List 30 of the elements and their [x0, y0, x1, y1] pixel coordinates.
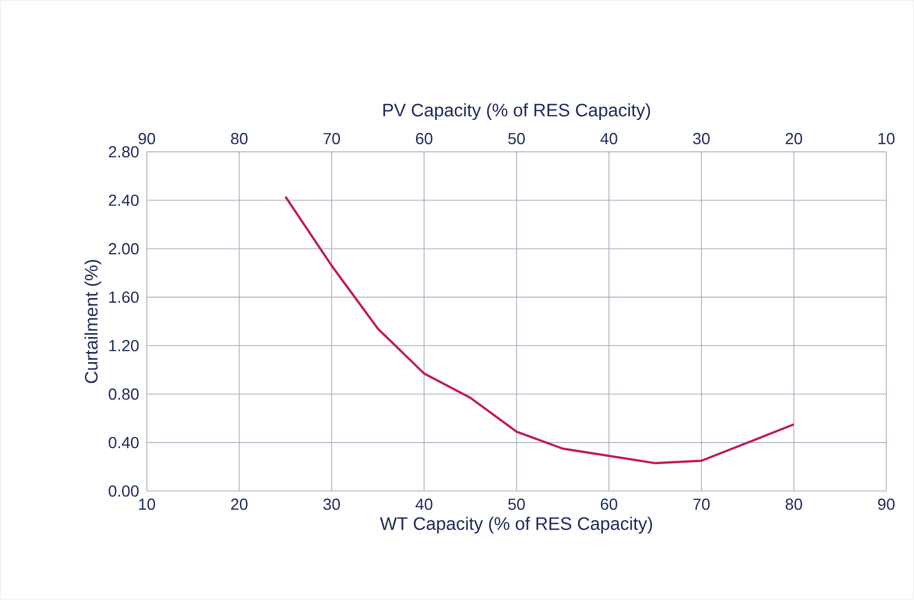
x-tick-label: 40: [416, 498, 432, 510]
y-tick-label: 2.00: [108, 243, 139, 254]
y-tick-label: 1.20: [109, 340, 139, 352]
x2-tick-label: 70: [324, 133, 340, 144]
x-tick-label: 80: [786, 498, 802, 510]
x2-tick-label: 80: [231, 133, 248, 144]
x-tick-label: 50: [508, 498, 525, 510]
y-tick-label: 0.00: [108, 485, 139, 497]
x-tick-label: 10: [139, 498, 156, 510]
x2-tick-label: 50: [508, 133, 525, 144]
x-tick-label: 20: [231, 498, 248, 510]
x2-tick-label: 60: [416, 133, 432, 144]
x2-tick-label: 90: [138, 133, 156, 144]
x-tick-label: 70: [693, 498, 710, 510]
x2-tick-label: 30: [693, 133, 710, 144]
x-tick-label: 60: [600, 498, 618, 510]
y-tick-label: 1.60: [109, 292, 139, 303]
y-tick-label: 2.80: [108, 146, 139, 158]
y-tick-label: 0.40: [108, 437, 139, 448]
x-tick-label: 30: [323, 498, 340, 510]
x2-tick-label: 20: [786, 133, 802, 144]
x2-tick-label: 10: [878, 133, 895, 144]
x-tick-label: 90: [878, 498, 895, 510]
x2-tick-label: 40: [600, 133, 618, 144]
y-tick-label: 2.40: [108, 194, 139, 206]
x2-axis-title: PV Capacity (% of RES Capacity): [383, 103, 650, 120]
x-axis-title: WT Capacity (% of RES Capacity): [380, 516, 652, 534]
line-series: [284, 196, 795, 464]
y-axis-title: Curtailment (%): [84, 260, 102, 384]
y-tick-label: 0.80: [108, 388, 139, 400]
